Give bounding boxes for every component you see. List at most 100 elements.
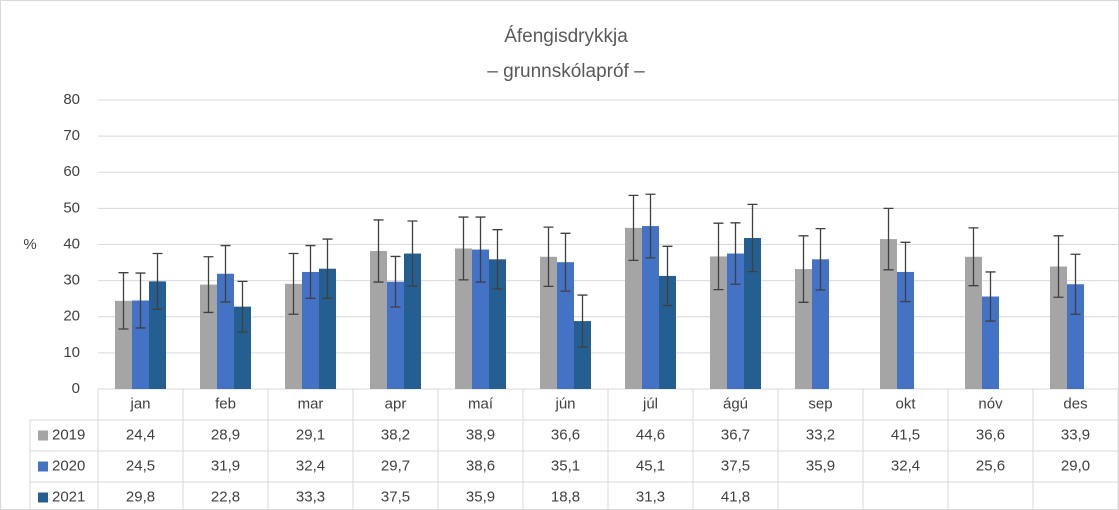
legend-swatch: [38, 461, 48, 472]
error-bar: [985, 271, 996, 322]
x-tick-label: maí: [468, 395, 494, 412]
x-tick-label: sep: [808, 395, 832, 412]
table-cell: 18,8: [551, 488, 580, 505]
error-bar: [220, 244, 231, 303]
y-tick-label: 0: [72, 380, 80, 397]
y-tick-label: 30: [63, 272, 80, 289]
table-cell: 22,8: [211, 488, 240, 505]
bar: [234, 306, 251, 389]
error-bar: [543, 226, 554, 288]
table-cell: 29,7: [381, 457, 410, 474]
x-tick-label: okt: [895, 395, 916, 412]
x-tick-label: júl: [642, 395, 658, 412]
bar: [455, 248, 472, 389]
bar: [795, 269, 812, 389]
y-tick-label: 80: [63, 91, 80, 108]
bar: [982, 296, 999, 389]
y-tick-label: 10: [63, 344, 80, 361]
x-tick-label: jan: [129, 395, 150, 412]
x-tick-label: mar: [298, 395, 324, 412]
x-tick-label: jún: [554, 395, 575, 412]
error-bar: [407, 220, 418, 287]
error-bar: [1070, 253, 1081, 315]
table-cell: 38,2: [381, 426, 410, 443]
table-cell: 33,3: [296, 488, 325, 505]
bar: [727, 253, 744, 389]
table-cell: 33,9: [1061, 426, 1090, 443]
table-cell: 31,3: [636, 488, 665, 505]
error-bar: [628, 194, 639, 262]
bar: [744, 237, 761, 389]
bar: [1067, 284, 1084, 389]
table-cell: 36,7: [721, 426, 750, 443]
bar: [387, 281, 404, 389]
table-cell: 29,1: [296, 426, 325, 443]
error-bar: [1053, 235, 1064, 298]
table-cell: 25,6: [976, 457, 1005, 474]
error-bar: [815, 227, 826, 291]
chart-subtitle: – grunnskólapróf –: [487, 61, 645, 82]
error-bar: [747, 203, 758, 273]
error-bar: [560, 232, 571, 292]
table-cell: 36,6: [551, 426, 580, 443]
table-cell: 24,5: [126, 457, 155, 474]
bar: [659, 275, 676, 389]
x-tick-label: des: [1063, 395, 1087, 412]
chart-title: Áfengisdrykkja: [504, 26, 628, 47]
bar: [642, 226, 659, 389]
bar: [285, 283, 302, 389]
table-cell: 45,1: [636, 457, 665, 474]
error-bar: [798, 235, 809, 303]
error-bar: [373, 219, 384, 283]
bar: [302, 271, 319, 389]
bar: [812, 259, 829, 389]
bar: [472, 249, 489, 389]
x-tick-label: apr: [385, 395, 407, 412]
error-bar: [475, 216, 486, 283]
y-tick-label: 40: [63, 235, 80, 252]
table-cell: 35,9: [466, 488, 495, 505]
legend-label: 2019: [52, 426, 85, 443]
table-cell: 29,8: [126, 488, 155, 505]
table-cell: 31,9: [211, 457, 240, 474]
error-bar: [288, 252, 299, 315]
error-bar: [390, 255, 401, 308]
x-tick-label: ágú: [723, 395, 748, 412]
error-bar: [135, 272, 146, 329]
error-bar: [458, 216, 469, 281]
bar: [557, 262, 574, 389]
error-bar: [968, 227, 979, 287]
error-bar: [118, 272, 129, 330]
y-tick-label: 60: [63, 163, 80, 180]
table-cell: 32,4: [296, 457, 325, 474]
table-cell: 24,4: [126, 426, 155, 443]
bar: [132, 300, 149, 389]
bar: [404, 253, 421, 389]
y-tick-label: 50: [63, 199, 80, 216]
y-axis-label: %: [23, 236, 36, 253]
bar: [115, 300, 132, 389]
legend-label: 2020: [52, 457, 85, 474]
table-cell: 41,8: [721, 488, 750, 505]
bar: [489, 259, 506, 389]
table-cell: 35,9: [806, 457, 835, 474]
error-bar: [322, 238, 333, 299]
y-tick-label: 70: [63, 127, 80, 144]
bar: [574, 321, 591, 389]
legend-swatch: [38, 430, 48, 441]
table-cell: 38,9: [466, 426, 495, 443]
table-cell: 37,5: [381, 488, 410, 505]
table-cell: 35,1: [551, 457, 580, 474]
bar: [880, 239, 897, 389]
error-bar: [305, 244, 316, 299]
bar: [149, 281, 166, 389]
table-cell: 36,6: [976, 426, 1005, 443]
error-bar: [492, 229, 503, 290]
error-bar: [883, 207, 894, 271]
error-bar: [577, 294, 588, 348]
bar: [540, 256, 557, 389]
x-tick-label: feb: [215, 395, 236, 412]
bar: [965, 256, 982, 389]
